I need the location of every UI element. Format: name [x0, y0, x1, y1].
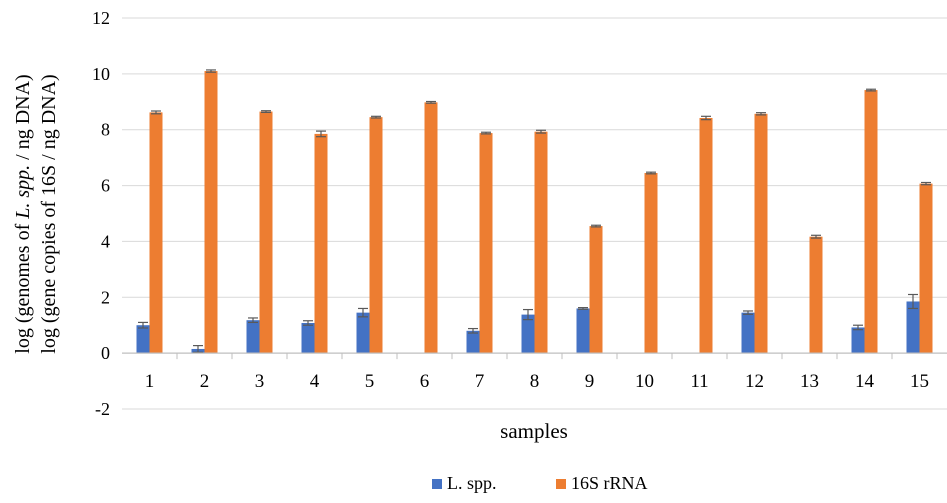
- error-bar: [261, 110, 271, 113]
- bar-16s-rrna: [864, 90, 878, 354]
- legend-label: L. spp.: [447, 473, 497, 493]
- y-tick-label: 12: [92, 8, 110, 28]
- legend-label: 16S rRNA: [571, 473, 648, 493]
- error-bar: [358, 307, 368, 318]
- error-bar: [481, 131, 491, 135]
- legend-swatch: [432, 479, 442, 489]
- error-bar: [701, 115, 711, 121]
- error-bar: [536, 129, 546, 134]
- error-bar: [468, 327, 478, 334]
- error-bar: [743, 310, 753, 315]
- x-tick-label: 5: [365, 371, 375, 392]
- y-tick-label: 10: [92, 64, 110, 84]
- bar-16s-rrna: [754, 113, 768, 354]
- bar-l-spp: [301, 322, 315, 354]
- bar-16s-rrna: [149, 112, 163, 354]
- bar-l-spp: [851, 327, 865, 354]
- bar-16s-rrna: [424, 102, 438, 354]
- y-axis-label-secondary: log (gene copies of 16S / ng DNA): [38, 74, 60, 353]
- error-bar: [193, 345, 203, 353]
- bar-l-spp: [521, 314, 535, 354]
- legend: L. spp. 16S rRNA: [432, 473, 648, 493]
- bar-16s-rrna: [314, 133, 328, 354]
- error-bar: [523, 308, 533, 321]
- bar-16s-rrna: [479, 133, 493, 354]
- y-tick-label: 6: [101, 176, 110, 196]
- bar-l-spp: [576, 308, 590, 354]
- bar-16s-rrna: [369, 117, 383, 354]
- error-bar: [371, 115, 381, 119]
- error-bar: [248, 317, 258, 324]
- y-axis-label-part: log (genomes of: [12, 219, 34, 354]
- bar-l-spp: [246, 320, 260, 354]
- error-bar: [811, 234, 821, 239]
- x-tick-label: 12: [745, 371, 764, 392]
- x-tick-label: 11: [690, 371, 708, 392]
- x-axis-label: samples: [500, 419, 568, 443]
- x-tick-label: 3: [255, 371, 265, 392]
- error-bar: [138, 321, 148, 329]
- x-tick-label: 15: [910, 371, 929, 392]
- x-tick-label: 8: [530, 371, 540, 392]
- error-bar: [578, 307, 588, 310]
- error-bar: [646, 171, 656, 175]
- legend-swatch: [556, 479, 566, 489]
- error-bar: [303, 320, 313, 326]
- error-bar: [426, 100, 436, 104]
- error-bar: [316, 130, 326, 138]
- bar-l-spp: [136, 325, 150, 354]
- x-tick-label: 4: [310, 371, 320, 392]
- bar-l-spp: [906, 301, 920, 354]
- error-bar: [866, 88, 876, 92]
- x-tick-label: 1: [145, 371, 155, 392]
- x-tick-label: 6: [420, 371, 430, 392]
- y-axis-label-part: / ng DNA): [12, 74, 34, 165]
- error-bar: [591, 224, 601, 228]
- bar-16s-rrna: [259, 111, 273, 354]
- bar-l-spp: [356, 312, 370, 354]
- bar-16s-rrna: [534, 131, 548, 354]
- x-tick-label: 13: [800, 371, 819, 392]
- bar-16s-rrna: [809, 236, 823, 354]
- y-tick-label: 4: [101, 231, 110, 251]
- error-bar: [151, 110, 161, 115]
- legend-item: 16S rRNA: [556, 473, 648, 493]
- x-tick-label: 10: [635, 371, 654, 392]
- y-tick-label: -2: [95, 399, 110, 419]
- error-bar: [921, 181, 931, 186]
- y-tick-label: 8: [101, 120, 110, 140]
- bar-l-spp: [741, 312, 755, 354]
- bar-l-spp: [466, 330, 480, 354]
- legend-item: L. spp.: [432, 473, 497, 493]
- bar-16s-rrna: [589, 226, 603, 354]
- y-tick-label: 2: [101, 287, 110, 307]
- x-tick-label: 2: [200, 371, 210, 392]
- error-bar: [756, 112, 766, 116]
- bar-16s-rrna: [699, 117, 713, 354]
- error-bar: [206, 69, 216, 73]
- bar-16s-rrna: [919, 183, 933, 354]
- bar-16s-rrna: [204, 71, 218, 354]
- bars: [136, 69, 933, 354]
- y-tick-label: 0: [101, 343, 110, 363]
- x-tick-label: 7: [475, 371, 485, 392]
- x-tick-label: 9: [585, 371, 595, 392]
- y-axis-label-primary: log (genomes of L. spp. / ng DNA): [12, 74, 34, 353]
- bar-16s-rrna: [644, 173, 658, 354]
- y-axis-label-part: L. spp.: [12, 165, 34, 220]
- x-tick-label: 14: [855, 371, 875, 392]
- error-bar: [908, 293, 918, 310]
- error-bar: [853, 324, 863, 331]
